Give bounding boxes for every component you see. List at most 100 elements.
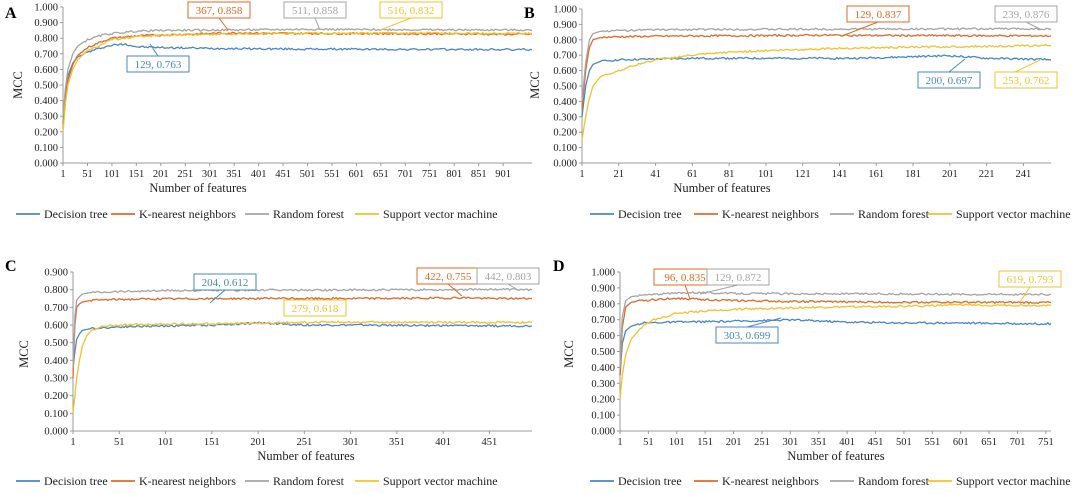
panel-b-y-tick-label: 0.000 <box>553 159 577 170</box>
panel-c-x-tick-label: 201 <box>250 437 266 448</box>
panel-a-x-tick-label: 301 <box>202 169 218 180</box>
panel-b-x-tick-label: 221 <box>979 169 995 180</box>
panel-a-x-tick-label: 251 <box>177 169 193 180</box>
panel-b-y-tick-label: 0.600 <box>553 66 577 77</box>
panel-c-y-tick-label: 0.700 <box>44 303 68 314</box>
panel-b-series-decision-tree <box>581 54 1051 117</box>
panel-a-y-tick-label: 0.600 <box>34 65 58 76</box>
panel-c-x-tick-label: 151 <box>204 437 220 448</box>
panel-c-callout-leader <box>447 283 463 297</box>
panel-a-y-tick-label: 0.100 <box>34 143 58 154</box>
panel-b-x-tick-label: 161 <box>868 169 884 180</box>
panel-d-letter: D <box>553 258 565 275</box>
panel-c-series-random-forest <box>72 287 533 370</box>
panel-a-legend-label: Support vector machine <box>383 207 498 221</box>
panel-b-y-tick-label: 0.500 <box>553 82 577 93</box>
panel-a-x-tick-label: 101 <box>104 169 120 180</box>
panel-a-callout-leader <box>218 17 229 31</box>
panel-a-y-tick-label: 0.000 <box>34 159 58 170</box>
panel-b-callout-label: 239, 0.876 <box>1003 9 1050 21</box>
panel-b-callout-box <box>994 71 1058 89</box>
panel-d-x-tick-label: 451 <box>868 437 884 448</box>
panel-a-callout-leader <box>379 17 412 31</box>
panel-a-legend-label: Random forest <box>273 207 345 221</box>
panel-d-x-axis-title: Number of features <box>787 449 884 463</box>
panel-b-x-tick-label: 1 <box>579 169 584 180</box>
panel-a-callout-box <box>379 1 443 19</box>
panel-c-x-axis-title: Number of features <box>257 449 354 463</box>
panel-b-callout-label: 253, 0.762 <box>1003 75 1050 87</box>
panel-c-callout-leader <box>209 289 226 304</box>
panel-d-series-random-forest <box>619 291 1052 368</box>
panel-b-x-tick-label: 241 <box>1016 169 1032 180</box>
panel-a-callout-label: 367, 0.858 <box>196 5 243 17</box>
panel-b-x-tick-label: 121 <box>795 169 811 180</box>
panel-c-x-tick-label: 1 <box>70 437 75 448</box>
panel-c-x-tick-label: 351 <box>389 437 405 448</box>
panel-b-letter: B <box>524 5 535 22</box>
panel-c-x-tick-label: 101 <box>158 437 174 448</box>
panel-c-x-tick-label: 51 <box>114 437 125 448</box>
panel-d-x-tick-label: 501 <box>896 437 912 448</box>
panel-a-x-axis-title: Number of features <box>149 181 246 195</box>
panel-c-y-tick-label: 0.400 <box>44 356 68 367</box>
panel-d-series-svm <box>619 303 1052 400</box>
panel-d-y-tick-label: 0.600 <box>591 331 615 342</box>
panel-d-y-tick-label: 1.000 <box>591 268 615 279</box>
panel-a-callout-box <box>283 1 347 19</box>
panel-b-x-tick-label: 81 <box>724 169 735 180</box>
panel-c-x-tick-label: 301 <box>343 437 359 448</box>
panel-d-x-tick-label: 551 <box>924 437 940 448</box>
panel-a-y-tick-label: 0.300 <box>34 112 58 123</box>
panel-c-y-tick-label: 0.200 <box>44 391 68 402</box>
panel-d-y-tick-label: 0.400 <box>591 363 615 374</box>
panel-d-callout-box <box>706 268 770 286</box>
panel-a-callout-label: 511, 0.858 <box>292 5 339 17</box>
panel-a-x-tick-label: 51 <box>82 169 93 180</box>
panel-a-x-tick-label: 351 <box>226 169 242 180</box>
panel-a-series-decision-tree <box>62 43 533 125</box>
panel-d-callout-box <box>715 326 779 344</box>
panel-a-x-tick-label: 1 <box>60 169 65 180</box>
panel-b-x-axis-title: Number of features <box>673 181 770 195</box>
panel-c-legend-label: Decision tree <box>44 474 108 488</box>
panel-a-x-tick-label: 401 <box>251 169 267 180</box>
panel-a-legend-label: K-nearest neighbors <box>139 207 236 221</box>
panel-c-y-tick-label: 0.800 <box>44 285 68 296</box>
panel-c-legend-label: Support vector machine <box>383 474 498 488</box>
panel-c-series-decision-tree <box>72 321 533 370</box>
panel-b: B 0.000 0.100 0.200 0.300 0.400 0.500 0.600 0.70… <box>524 5 1071 222</box>
panel-a-callout-leader <box>149 43 159 57</box>
panel-d-y-tick-label: 0.300 <box>591 379 615 390</box>
panel-c-y-tick-label: 0.300 <box>44 374 68 385</box>
panel-a-x-tick-label: 701 <box>397 169 413 180</box>
panel-d-legend-label: Support vector machine <box>956 474 1071 488</box>
panel-a-series-random-forest <box>62 27 533 117</box>
panel-a-x-tick-label: 201 <box>153 169 169 180</box>
panel-c-letter: C <box>5 258 17 275</box>
panel-a-y-tick-label: 0.900 <box>34 18 58 29</box>
panel-a-callout-box <box>187 1 251 19</box>
panel-a-x-tick-label: 651 <box>373 169 389 180</box>
panel-b-callout-leader <box>1014 59 1041 73</box>
panel-b-callout-box <box>994 5 1058 23</box>
panel-d-callout-leader <box>1019 286 1031 303</box>
panel-a-x-tick-label: 801 <box>446 169 462 180</box>
panel-d-x-tick-label: 701 <box>1010 437 1026 448</box>
panel-b-y-tick-label: 1.000 <box>553 5 577 16</box>
panel-c-callout-leader <box>507 283 519 291</box>
panel-b-y-tick-label: 0.200 <box>553 128 577 139</box>
panel-b-y-tick-label: 0.100 <box>553 143 577 154</box>
panel-b-y-tick-label: 0.700 <box>553 51 577 62</box>
panel-b-legend-label: Decision tree <box>618 207 682 221</box>
panel-b-x-tick-label: 201 <box>942 169 958 180</box>
panel-d-x-tick-label: 301 <box>782 437 798 448</box>
panel-a-y-tick-label: 1.000 <box>34 3 58 14</box>
panel-b-callout-leader <box>841 21 879 37</box>
panel-d-x-tick-label: 201 <box>726 437 742 448</box>
panel-a-letter: A <box>5 5 17 22</box>
panel-b-legend-label: Support vector machine <box>956 207 1071 221</box>
panel-a-y-tick-label: 0.800 <box>34 34 58 45</box>
panel-a-x-tick-label: 151 <box>128 169 144 180</box>
panel-d-x-tick-label: 251 <box>754 437 770 448</box>
